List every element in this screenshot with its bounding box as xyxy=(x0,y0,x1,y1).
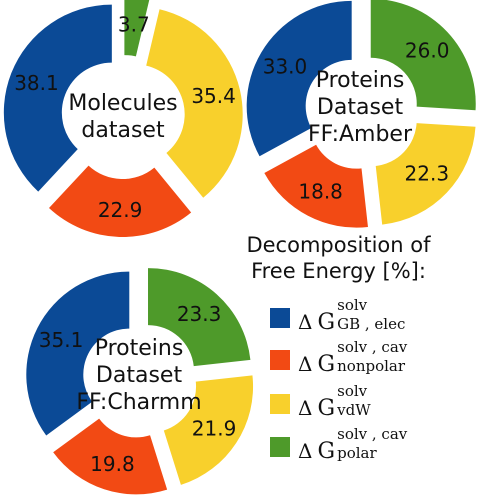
donut-title-charmm: Proteins Dataset FF:Charmm xyxy=(74,335,204,416)
title-line: Dataset xyxy=(316,95,404,120)
donut-value-label: 23.3 xyxy=(177,302,222,326)
superscript: solv , cav xyxy=(337,425,408,443)
legend-swatch xyxy=(270,437,290,457)
donut-value-label: 35.1 xyxy=(39,328,84,352)
donut-value-label: 18.8 xyxy=(298,179,343,203)
donut-slice-vdw xyxy=(163,375,254,485)
superscript: solv xyxy=(337,382,368,400)
g-symbol: G xyxy=(317,439,336,464)
delta-symbol: Δ xyxy=(298,310,313,334)
legend-title-line: Decomposition of xyxy=(246,233,431,257)
donut-value-label: 38.1 xyxy=(14,71,59,95)
title-line: Proteins xyxy=(94,336,184,361)
donut-chart-charmm: 23.3 21.9 19.8 35.1 xyxy=(26,268,254,495)
title-line: Dataset xyxy=(95,363,183,388)
donut-slice-polar xyxy=(124,0,150,57)
donut-slice-nonpolar xyxy=(53,418,168,495)
donut-value-label: 21.9 xyxy=(192,416,237,440)
donut-value-label: 33.0 xyxy=(263,54,308,78)
legend-swatch xyxy=(270,394,290,414)
g-symbol: G xyxy=(317,310,336,335)
title-line: Molecules xyxy=(68,91,178,116)
donut-value-label: 22.3 xyxy=(405,162,450,186)
legend-swatch xyxy=(270,350,290,370)
donut-value-label: 19.8 xyxy=(90,452,135,476)
legend-title-line: Free Energy [%]: xyxy=(251,259,426,283)
title-line: FF:Amber xyxy=(307,122,413,147)
donut-slice-gbelec xyxy=(246,0,352,157)
donut-chart-molecules: 3.7 35.4 22.9 38.1 xyxy=(3,0,243,237)
donut-slice-polar xyxy=(148,268,251,367)
subscript: polar xyxy=(337,444,377,462)
g-symbol: G xyxy=(317,352,336,377)
donut-title-amber: Proteins Dataset FF:Amber xyxy=(300,67,420,148)
subscript: vdW xyxy=(337,401,371,419)
delta-symbol: Δ xyxy=(298,396,313,420)
title-line: FF:Charmm xyxy=(76,390,202,415)
superscript: solv xyxy=(337,296,368,314)
donut-value-label: 3.7 xyxy=(118,13,150,37)
g-symbol: G xyxy=(317,396,336,421)
donut-slice-gbelec xyxy=(3,4,112,192)
legend-swatch xyxy=(270,308,290,328)
subscript: GB , elec xyxy=(337,315,406,333)
donut-value-label: 26.0 xyxy=(405,39,450,63)
delta-symbol: Δ xyxy=(298,439,313,463)
donut-title-molecules: Molecules dataset xyxy=(58,90,188,144)
donut-value-label: 22.9 xyxy=(98,198,143,222)
legend-title: Decomposition of Free Energy [%]: xyxy=(200,232,477,284)
donut-slice-vdw xyxy=(146,9,243,198)
subscript: nonpolar xyxy=(337,357,406,375)
superscript: solv , cav xyxy=(337,338,408,356)
title-line: dataset xyxy=(81,118,165,143)
donut-slice-gbelec xyxy=(26,271,130,436)
title-line: Proteins xyxy=(315,68,405,93)
donut-slice-nonpolar xyxy=(264,144,368,228)
donut-slice-nonpolar xyxy=(48,165,192,237)
donut-slice-polar xyxy=(370,0,476,111)
donut-slice-vdw xyxy=(375,123,476,225)
donut-chart-amber: 26.0 22.3 18.8 33.0 xyxy=(246,0,476,228)
delta-symbol: Δ xyxy=(298,352,313,376)
donut-value-label: 35.4 xyxy=(191,84,236,108)
